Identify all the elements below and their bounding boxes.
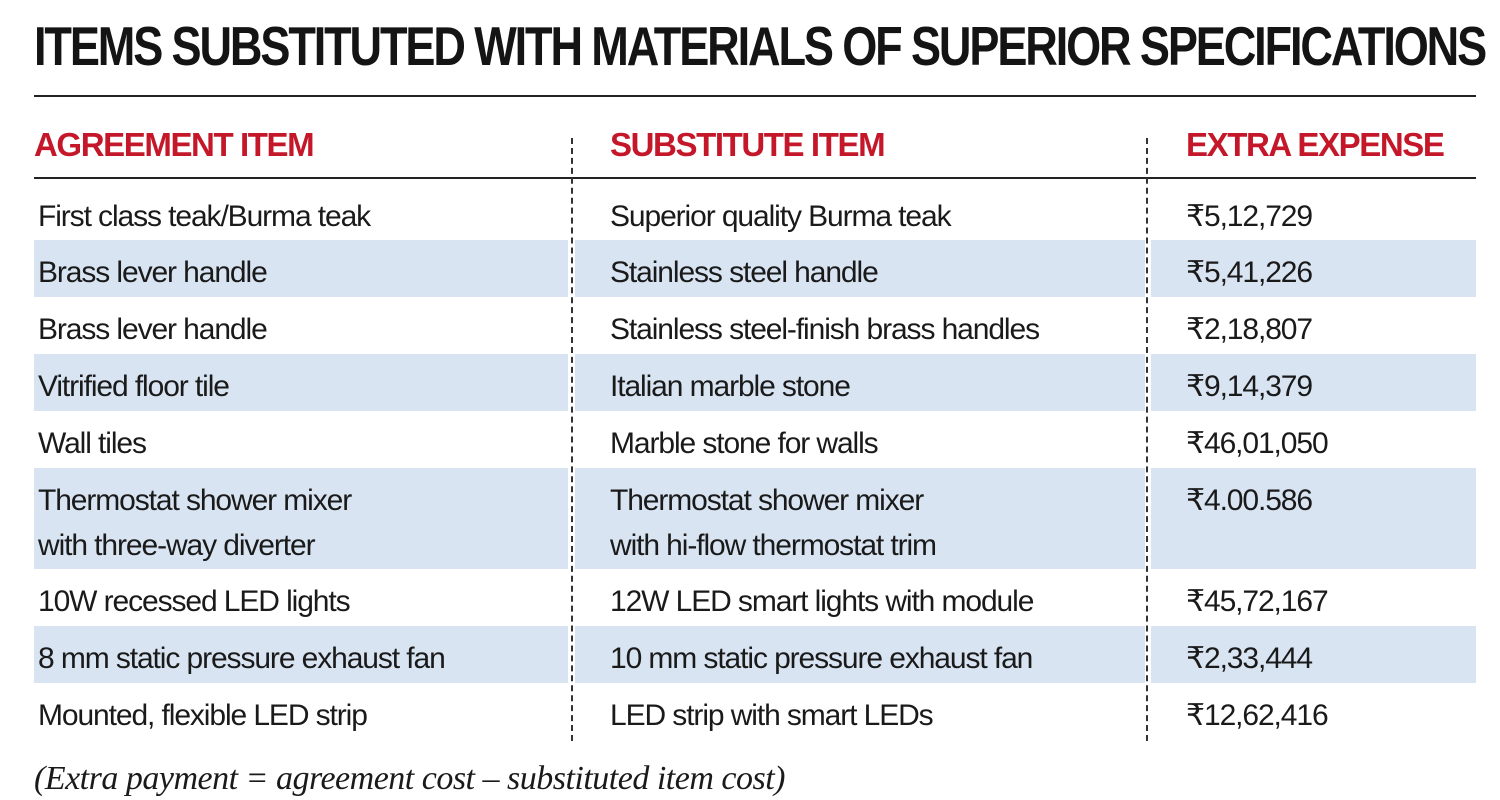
cell-substitute-item-line: with hi-flow thermostat trim: [610, 529, 937, 562]
cell-extra-expense-value: ₹2,18,807: [1186, 313, 1313, 346]
row-shade: [575, 354, 1145, 411]
footnote: (Extra payment = agreement cost – substi…: [34, 760, 785, 797]
column-divider-2: [1146, 138, 1148, 741]
column-header-substitute-item: SUBSTITUTE ITEM: [610, 126, 886, 163]
cell-substitute-item: 12W LED smart lights with module: [610, 579, 1034, 624]
cell-agreement-item-line: Brass lever handle: [38, 313, 268, 346]
cell-extra-expense: ₹46,01,050: [1186, 421, 1329, 466]
cell-extra-expense: ₹45,72,167: [1186, 579, 1329, 624]
cell-substitute-item-line: Thermostat shower mixer: [610, 484, 924, 517]
table-row: Vitrified floor tile Italian marble stone…: [34, 354, 1476, 411]
cell-agreement-item-line: Vitrified floor tile: [38, 370, 230, 403]
table-row: Wall tiles Marble stone for walls ₹46,01,0…: [34, 411, 1476, 468]
cell-substitute-item: Superior quality Burma teak: [610, 194, 952, 239]
row-shade: [575, 468, 1145, 569]
cell-extra-expense-value: ₹5,41,226: [1186, 256, 1313, 289]
row-shade: [575, 626, 1145, 683]
row-shade: [1151, 468, 1476, 569]
column-divider-1: [571, 138, 573, 741]
cell-extra-expense: ₹2,18,807: [1186, 307, 1313, 352]
cell-substitute-item-line: 10 mm static pressure exhaust fan: [610, 642, 1033, 675]
cell-extra-expense-value: ₹45,72,167: [1186, 585, 1329, 618]
table-header: AGREEMENT ITEM SUBSTITUTE ITEM EXTRA EXP…: [34, 126, 1476, 176]
header-rule: [34, 177, 1476, 179]
cell-substitute-item-line: Stainless steel-finish brass handles: [610, 313, 1040, 346]
cell-agreement-item: Vitrified floor tile: [38, 364, 230, 409]
cell-agreement-item: Brass lever handle: [38, 250, 268, 295]
cell-agreement-item: Mounted, flexible LED strip: [38, 693, 368, 738]
cell-agreement-item: 8 mm static pressure exhaust fan: [38, 636, 446, 681]
cell-substitute-item: Stainless steel-finish brass handles: [610, 307, 1040, 352]
cell-substitute-item-line: Italian marble stone: [610, 370, 851, 403]
cell-substitute-item: LED strip with smart LEDs: [610, 693, 934, 738]
cell-agreement-item: Brass lever handle: [38, 307, 268, 352]
cell-substitute-item: Italian marble stone: [610, 364, 851, 409]
row-shade: [34, 626, 568, 683]
cell-extra-expense-value: ₹46,01,050: [1186, 427, 1329, 460]
column-header-extra-expense: EXTRA EXPENSE: [1186, 126, 1445, 163]
cell-extra-expense: ₹5,12,729: [1186, 194, 1313, 239]
row-shade: [1151, 354, 1476, 411]
table-row: Thermostat shower mixer with three-way di…: [34, 468, 1476, 569]
cell-agreement-item-line: 10W recessed LED lights: [38, 585, 351, 618]
row-shade: [34, 468, 568, 569]
row-shade: [575, 240, 1145, 297]
cell-agreement-item: First class teak/Burma teak: [38, 194, 371, 239]
table-row: First class teak/Burma teak Superior qual…: [34, 184, 1476, 240]
table-row: 8 mm static pressure exhaust fan 10 mm st…: [34, 626, 1476, 683]
row-shade: [34, 354, 568, 411]
cell-agreement-item-line: Thermostat shower mixer: [38, 484, 352, 517]
cell-substitute-item: Stainless steel handle: [610, 250, 879, 295]
table-row: 10W recessed LED lights 12W LED smart lig…: [34, 569, 1476, 626]
title-rule: [34, 95, 1476, 97]
cell-substitute-item-line: LED strip with smart LEDs: [610, 699, 934, 732]
cell-extra-expense-value: ₹4.00.586: [1186, 484, 1313, 517]
cell-agreement-item-line: Wall tiles: [38, 427, 147, 460]
cell-agreement-item: Thermostat shower mixer with three-way di…: [38, 478, 352, 568]
cell-substitute-item: Marble stone for walls: [610, 421, 879, 466]
cell-substitute-item-line: Marble stone for walls: [610, 427, 879, 460]
table-body: First class teak/Burma teak Superior qual…: [34, 184, 1476, 740]
cell-extra-expense-value: ₹12,62,416: [1186, 699, 1329, 732]
table-row: Mounted, flexible LED strip LED strip wit…: [34, 683, 1476, 740]
cell-agreement-item-line: Mounted, flexible LED strip: [38, 699, 368, 732]
cell-substitute-item: 10 mm static pressure exhaust fan: [610, 636, 1033, 681]
cell-extra-expense: ₹12,62,416: [1186, 693, 1329, 738]
page-title: ITEMS SUBSTITUTED WITH MATERIALS OF SUPE…: [34, 15, 1487, 77]
cell-substitute-item-line: Stainless steel handle: [610, 256, 879, 289]
cell-extra-expense: ₹5,41,226: [1186, 250, 1313, 295]
cell-agreement-item-line: Brass lever handle: [38, 256, 268, 289]
cell-extra-expense-value: ₹9,14,379: [1186, 370, 1313, 403]
table-row: Brass lever handle Stainless steel-finish…: [34, 297, 1476, 354]
cell-agreement-item-line: 8 mm static pressure exhaust fan: [38, 642, 446, 675]
row-shade: [1151, 240, 1476, 297]
cell-extra-expense: ₹4.00.586: [1186, 478, 1313, 523]
cell-agreement-item-line: First class teak/Burma teak: [38, 200, 371, 233]
cell-agreement-item-line: with three-way diverter: [38, 529, 316, 562]
column-header-agreement-item: AGREEMENT ITEM: [34, 126, 315, 163]
table-row: Brass lever handle Stainless steel handle…: [34, 240, 1476, 297]
cell-substitute-item: Thermostat shower mixer with hi-flow ther…: [610, 478, 937, 568]
cell-extra-expense-value: ₹5,12,729: [1186, 200, 1313, 233]
cell-substitute-item-line: 12W LED smart lights with module: [610, 585, 1034, 618]
row-shade: [1151, 626, 1476, 683]
cell-substitute-item-line: Superior quality Burma teak: [610, 200, 952, 233]
cell-agreement-item: Wall tiles: [38, 421, 147, 466]
row-shade: [34, 240, 568, 297]
cell-agreement-item: 10W recessed LED lights: [38, 579, 351, 624]
cell-extra-expense: ₹2,33,444: [1186, 636, 1313, 681]
cell-extra-expense: ₹9,14,379: [1186, 364, 1313, 409]
cell-extra-expense-value: ₹2,33,444: [1186, 642, 1313, 675]
